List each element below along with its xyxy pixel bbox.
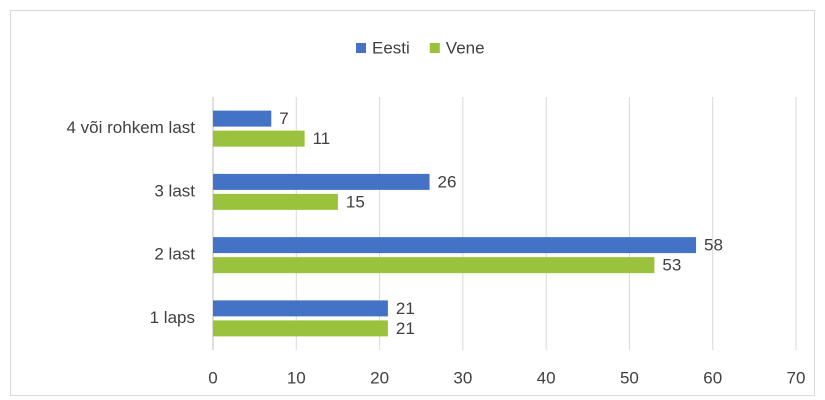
data-label: 15 xyxy=(346,192,365,211)
legend-swatch xyxy=(429,43,440,53)
data-label: 11 xyxy=(313,129,331,148)
bar xyxy=(213,193,338,210)
data-label: 7 xyxy=(279,109,288,128)
bar xyxy=(213,173,430,190)
chart-frame xyxy=(10,10,815,396)
y-tick-label: 1 laps xyxy=(150,308,195,327)
x-tick-label: 40 xyxy=(537,368,556,387)
x-tick-label: 20 xyxy=(370,368,389,387)
x-tick-label: 50 xyxy=(620,368,639,387)
bar xyxy=(213,257,655,274)
bar xyxy=(213,110,272,127)
y-tick-label: 3 last xyxy=(154,181,195,200)
y-tick-label: 4 või rohkem last xyxy=(67,118,196,137)
data-label: 53 xyxy=(662,256,681,275)
x-tick-label: 0 xyxy=(208,368,217,387)
data-label: 21 xyxy=(396,299,415,318)
legend-label: Eesti xyxy=(372,38,410,57)
x-tick-label: 60 xyxy=(703,368,722,387)
data-label: 58 xyxy=(704,236,723,255)
x-tick-label: 10 xyxy=(287,368,306,387)
bar xyxy=(213,130,305,147)
x-tick-label: 30 xyxy=(453,368,472,387)
bar xyxy=(213,300,388,317)
y-tick-label: 2 last xyxy=(154,245,195,264)
data-label: 21 xyxy=(396,319,415,338)
bar xyxy=(213,320,388,337)
legend-swatch xyxy=(356,43,366,53)
x-tick-label: 70 xyxy=(787,368,806,387)
data-label: 26 xyxy=(438,172,457,191)
legend-label: Vene xyxy=(446,38,485,57)
bar xyxy=(213,237,697,254)
